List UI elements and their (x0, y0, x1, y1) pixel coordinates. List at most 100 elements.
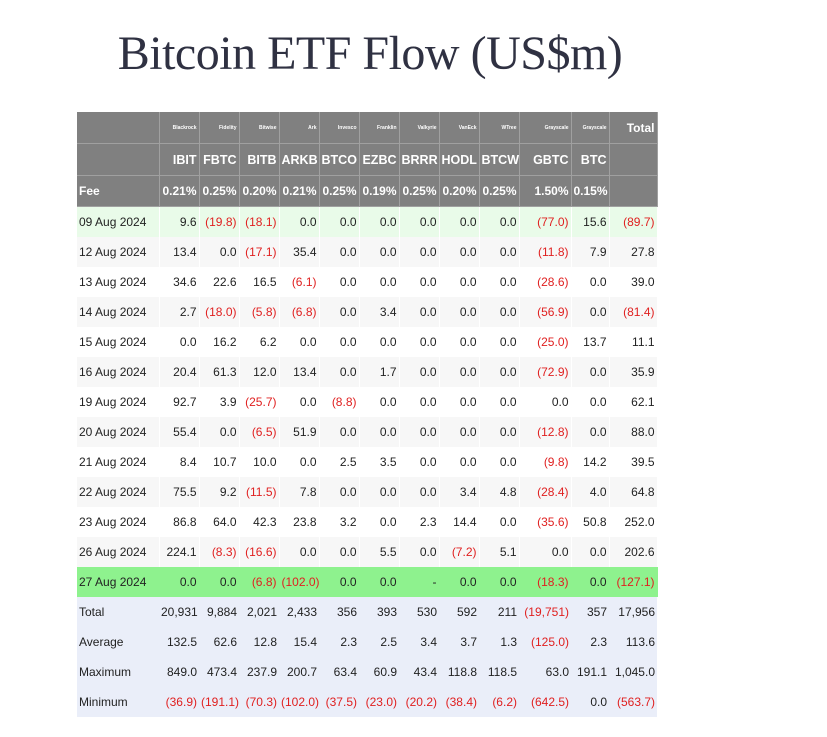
flow-cell: (11.5) (239, 477, 280, 507)
flow-cell: 0.0 (439, 387, 480, 417)
flow-cell: 0.0 (359, 237, 400, 267)
flow-cell: 0.0 (399, 267, 440, 297)
flow-cell: 0.0 (279, 387, 320, 417)
summary-label: Average (77, 627, 159, 657)
summary-cell: 62.6 (199, 627, 239, 657)
summary-cell: (102.0) (279, 687, 319, 717)
flow-cell: 2.7 (159, 297, 200, 327)
summary-cell: (37.5) (319, 687, 359, 717)
flow-cell: 10.0 (239, 447, 280, 477)
flow-cell: 0.0 (319, 417, 360, 447)
flow-cell: (16.6) (239, 537, 280, 567)
fee-label: Fee (77, 175, 160, 207)
flow-cell: 15.6 (571, 206, 610, 237)
flow-cell: 3.2 (319, 507, 360, 537)
flow-cell: 0.0 (399, 237, 440, 267)
flow-cell: (5.8) (239, 297, 280, 327)
flow-cell: 7.9 (571, 237, 610, 267)
row-total: 39.0 (609, 267, 658, 297)
ticker-header: BTCW (479, 143, 520, 176)
flow-cell: (8.8) (319, 387, 360, 417)
issuer-name: Grayscale (519, 112, 572, 144)
flow-cell: 0.0 (519, 387, 572, 417)
summary-total: (563.7) (609, 687, 657, 717)
flow-cell: 0.0 (359, 387, 400, 417)
flow-cell: 0.0 (359, 417, 400, 447)
summary-cell: 63.4 (319, 657, 359, 687)
flow-cell: 2.5 (319, 447, 360, 477)
flow-cell: 0.0 (199, 237, 240, 267)
flow-cell: 10.7 (199, 447, 240, 477)
flow-cell: 22.6 (199, 267, 240, 297)
flow-cell: 0.0 (359, 507, 400, 537)
summary-row: Average 132.5 62.6 12.8 15.4 2.3 2.5 3.4 3.7 1.3(… (77, 627, 657, 657)
flow-cell: 0.0 (399, 477, 440, 507)
flow-cell: 9.6 (159, 206, 200, 237)
flow-cell: 86.8 (159, 507, 200, 537)
row-date: 23 Aug 2024 (77, 507, 160, 537)
flow-cell: 0.0 (399, 537, 440, 567)
flow-cell: 0.0 (479, 267, 520, 297)
flow-cell: (11.8) (519, 237, 572, 267)
summary-cell: 357 (571, 597, 609, 627)
fee-value: 0.19% (359, 175, 400, 207)
fee-value: 0.25% (479, 175, 520, 207)
flow-cell: (19.8) (199, 206, 240, 237)
fee-value: 0.25% (199, 175, 240, 207)
flow-cell: (25.0) (519, 327, 572, 357)
ticker-header: ARKB (279, 143, 320, 176)
row-total: (127.1) (609, 567, 658, 597)
flow-cell: 50.8 (571, 507, 610, 537)
fee-value: 0.20% (239, 175, 280, 207)
summary-row: Maximum 849.0 473.4 237.9 200.7 63.4 60.9 43.4 1… (77, 657, 657, 687)
summary-cell: 12.8 (239, 627, 279, 657)
table-body: 09 Aug 2024 9.6 (19.8) (18.1) 0.0 0.0 0.0 0.0 0.… (77, 206, 658, 717)
summary-cell: 2,021 (239, 597, 279, 627)
summary-cell: 849.0 (159, 657, 199, 687)
flow-cell: 0.0 (439, 267, 480, 297)
flow-cell: (72.9) (519, 357, 572, 387)
row-date: 09 Aug 2024 (77, 206, 160, 237)
flow-cell: 0.0 (479, 357, 520, 387)
fee-value: 0.25% (399, 175, 440, 207)
row-total: 62.1 (609, 387, 658, 417)
flow-cell: 12.0 (239, 357, 280, 387)
flow-cell: (28.4) (519, 477, 572, 507)
summary-cell: 3.4 (399, 627, 439, 657)
summary-cell: (642.5) (519, 687, 571, 717)
flow-cell: (6.5) (239, 417, 280, 447)
header-blank (609, 143, 658, 176)
row-date: 14 Aug 2024 (77, 297, 160, 327)
flow-cell: 0.0 (399, 206, 440, 237)
total-column-header: Total (609, 112, 658, 144)
flow-cell: 0.0 (479, 507, 520, 537)
summary-cell: 356 (319, 597, 359, 627)
flow-cell: 224.1 (159, 537, 200, 567)
summary-cell: (6.2) (479, 687, 519, 717)
row-total: 11.1 (609, 327, 658, 357)
table-row: 13 Aug 2024 34.6 22.6 16.5 (6.1) 0.0 0.0 0.0 0.0… (77, 267, 658, 297)
issuer-row: Blackrock Fidelity Bitwise Ark Invesco Frankl… (77, 112, 658, 144)
flow-cell: 0.0 (359, 267, 400, 297)
flow-cell: 3.9 (199, 387, 240, 417)
summary-cell: (36.9) (159, 687, 199, 717)
flow-cell: 3.5 (359, 447, 400, 477)
summary-cell: 2.3 (319, 627, 359, 657)
flow-cell: 35.4 (279, 237, 320, 267)
issuer-name: Valkyrie (399, 112, 440, 144)
flow-cell: 0.0 (159, 327, 200, 357)
flow-cell: 0.0 (571, 357, 610, 387)
header-corner (77, 143, 160, 176)
summary-cell: 0.0 (571, 687, 609, 717)
flow-cell: (18.3) (519, 567, 572, 597)
flow-cell: 16.2 (199, 327, 240, 357)
table-row: 16 Aug 2024 20.4 61.3 12.0 13.4 0.0 1.7 0.0 0.0 0… (77, 357, 658, 387)
row-total: (89.7) (609, 206, 658, 237)
summary-cell: 200.7 (279, 657, 319, 687)
flow-cell: (6.1) (279, 267, 320, 297)
flow-cell: 5.5 (359, 537, 400, 567)
flow-cell: 0.0 (479, 447, 520, 477)
flow-cell: 0.0 (399, 417, 440, 447)
flow-cell: 0.0 (439, 417, 480, 447)
row-date: 26 Aug 2024 (77, 537, 160, 567)
